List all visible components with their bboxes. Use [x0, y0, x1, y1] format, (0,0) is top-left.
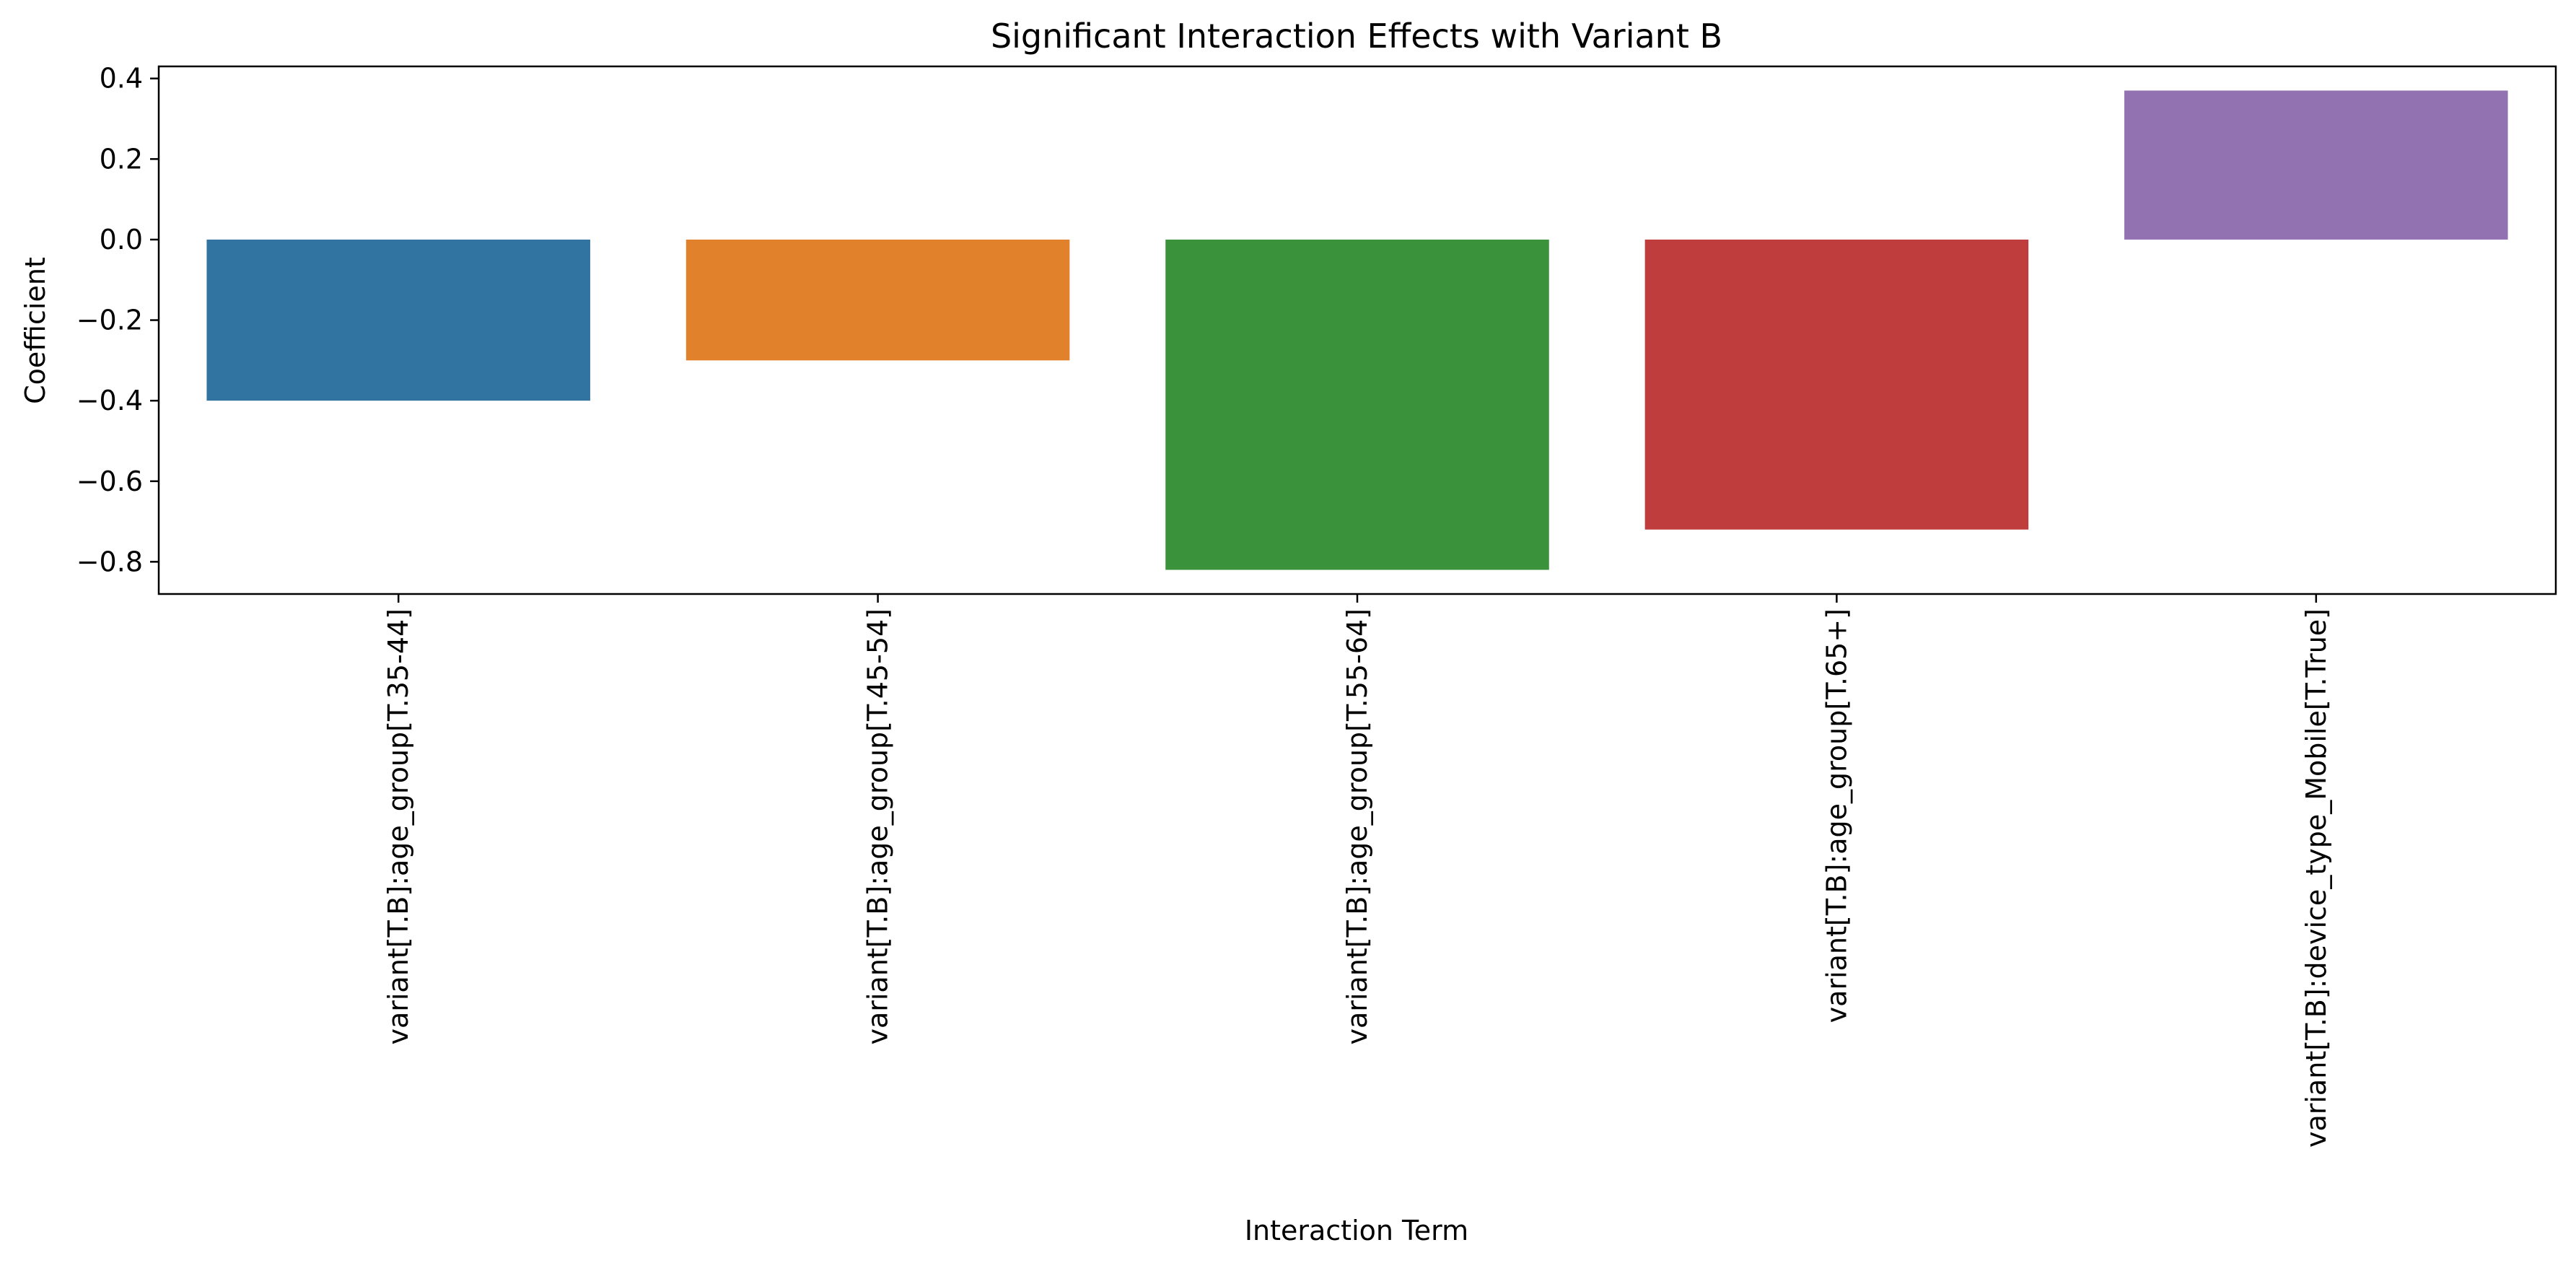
x-tick-label-1: variant[T.B]:age_group[T.45-54] [862, 608, 894, 1045]
x-tick-label-2: variant[T.B]:age_group[T.55-64] [1341, 608, 1373, 1045]
y-tick-label-3: −0.2 [76, 305, 143, 336]
bar-0 [206, 239, 590, 401]
y-tick-label-6: −0.8 [76, 546, 143, 577]
x-axis: variant[T.B]:age_group[T.35-44] variant[T… [382, 594, 2332, 1148]
y-tick-label-4: −0.4 [76, 385, 143, 416]
y-axis: 0.4 0.2 0.0 −0.2 −0.4 −0.6 −0.8 [76, 63, 159, 577]
bar-3 [1644, 239, 2029, 530]
y-tick-label-5: −0.6 [76, 466, 143, 497]
y-tick-label-2: 0.0 [100, 224, 143, 255]
bar-2 [1165, 239, 1549, 570]
x-tick-label-0: variant[T.B]:age_group[T.35-44] [382, 608, 414, 1045]
y-axis-label: Coefficient [19, 257, 51, 404]
x-tick-label-4: variant[T.B]:device_type_Mobile[T.True] [2300, 608, 2332, 1148]
y-tick-label-1: 0.2 [100, 143, 143, 175]
bar-1 [685, 239, 1070, 361]
x-tick-label-3: variant[T.B]:age_group[T.65+] [1821, 608, 1852, 1023]
x-axis-label: Interaction Term [1245, 1215, 1468, 1246]
y-tick-label-0: 0.4 [100, 63, 143, 95]
chart-title: Significant Interaction Effects with Var… [991, 17, 1722, 56]
bars-layer [206, 90, 2508, 570]
bar-4 [2124, 90, 2508, 240]
